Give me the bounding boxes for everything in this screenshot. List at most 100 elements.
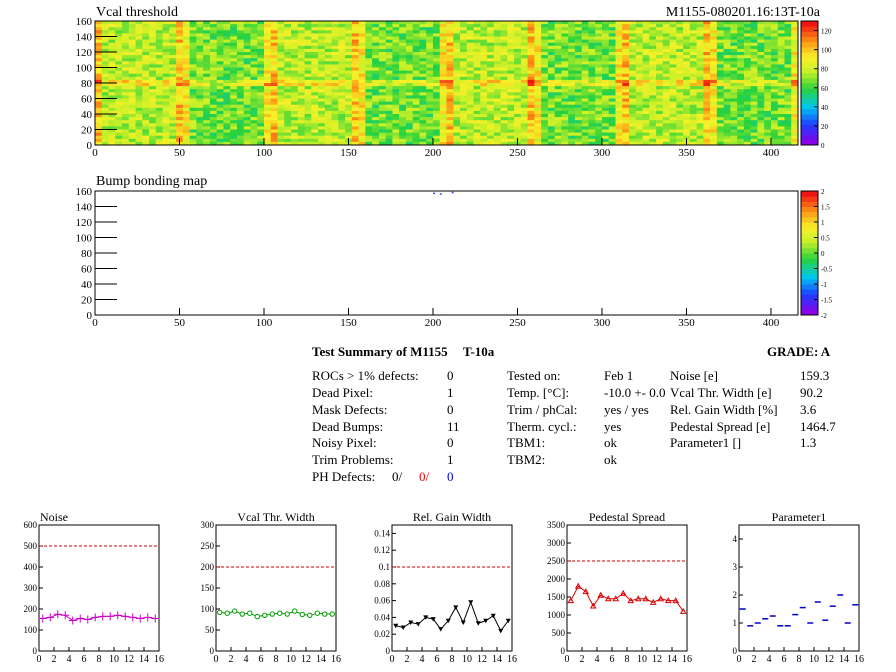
pixel-cell	[155, 132, 163, 137]
pixel-cell	[284, 129, 292, 133]
pixel-cell	[263, 21, 272, 25]
pixel-cell	[95, 33, 103, 37]
pixel-cell	[595, 86, 603, 90]
pixel-cell	[385, 95, 393, 99]
pixel-cell	[615, 110, 623, 115]
pixel-cell	[284, 24, 292, 28]
pixel-cell	[784, 64, 792, 68]
pixel-cell	[304, 79, 312, 84]
pixel-cell	[737, 33, 745, 37]
pixel-cell	[514, 86, 522, 90]
pixel-cell	[595, 27, 603, 31]
pixel-cell	[791, 39, 799, 44]
pixel-cell	[703, 52, 711, 56]
pixel-cell	[480, 114, 488, 118]
pixel-cell	[635, 30, 643, 34]
pixel-cell	[284, 61, 292, 65]
pixel-cell	[250, 27, 258, 31]
pixel-cell	[277, 79, 285, 84]
pixel-cell	[615, 76, 623, 81]
pixel-cell	[696, 104, 704, 109]
pixel-cell	[669, 138, 677, 143]
pixel-cell	[142, 58, 150, 62]
pixel-cell	[642, 86, 650, 90]
pixel-cell	[426, 30, 434, 34]
pixel-cell	[601, 135, 610, 140]
pixel-cell	[662, 58, 670, 62]
pixel-cell	[642, 79, 650, 84]
pixel-cell	[128, 141, 136, 146]
pixel-cell	[473, 101, 481, 106]
pixel-cell	[642, 135, 650, 140]
palette-cell	[801, 57, 818, 63]
y-tick-label: 80	[81, 78, 93, 90]
pixel-cell	[608, 33, 616, 37]
pixel-cell	[750, 129, 758, 133]
pixel-cell	[169, 52, 177, 56]
pixel-cell	[270, 107, 278, 112]
pixel-cell	[216, 61, 224, 65]
pixel-cell	[757, 110, 765, 115]
pixel-cell	[493, 39, 501, 44]
pixel-cell	[135, 30, 143, 34]
pixel-cell	[547, 58, 556, 62]
pixel-cell	[743, 45, 752, 50]
pixel-cell	[791, 89, 799, 93]
pixel-cell	[128, 42, 136, 47]
pixel-cell	[304, 42, 312, 47]
pixel-cell	[263, 129, 272, 133]
pixel-cell	[311, 24, 319, 28]
pixel-cell	[723, 61, 731, 65]
pixel-cell	[696, 98, 704, 102]
pixel-cell	[527, 64, 535, 68]
pixel-cell	[169, 141, 177, 146]
pixel-cell	[446, 64, 454, 68]
pixel-cell	[196, 98, 204, 102]
pixel-cell	[683, 48, 691, 53]
pixel-cell	[460, 42, 468, 47]
pixel-cell	[527, 114, 535, 118]
pixel-cell	[338, 55, 346, 59]
pixel-cell	[257, 117, 265, 121]
pixel-cell	[318, 27, 326, 31]
pixel-cell	[547, 110, 556, 115]
pixel-cell	[236, 67, 245, 71]
pixel-cell	[176, 107, 184, 112]
pixel-cell	[297, 110, 305, 115]
pixel-cell	[291, 45, 299, 50]
pixel-cell	[466, 39, 474, 44]
pixel-cell	[311, 98, 319, 102]
pixel-cell	[683, 101, 691, 106]
pixel-cell	[297, 61, 305, 65]
pixel-cell	[243, 70, 251, 75]
pixel-cell	[230, 79, 238, 84]
pixel-cell	[142, 61, 150, 65]
pixel-cell	[689, 73, 698, 78]
pixel-cell	[473, 120, 481, 124]
pixel-cell	[182, 123, 191, 127]
pixel-cell	[770, 86, 779, 90]
pixel-cell	[196, 73, 204, 78]
pixel-cell	[629, 89, 637, 93]
pixel-cell	[683, 36, 691, 40]
pixel-cell	[581, 141, 589, 146]
pixel-cell	[547, 135, 556, 140]
pixel-cell	[405, 138, 414, 143]
pixel-cell	[236, 129, 245, 133]
pixel-cell	[561, 64, 569, 68]
pixel-cell	[142, 79, 150, 84]
pixel-cell	[243, 55, 251, 59]
pixel-cell	[595, 64, 603, 68]
pixel-cell	[311, 67, 319, 71]
pixel-cell	[324, 52, 332, 56]
pixel-cell	[561, 30, 569, 34]
pixel-cell	[791, 58, 799, 62]
summary-heading: Test Summary of M1155	[312, 344, 448, 359]
pixel-cell	[656, 117, 664, 121]
pixel-cell	[149, 126, 157, 130]
pixel-cell	[520, 76, 529, 81]
pixel-cell	[743, 89, 752, 93]
pixel-cell	[689, 92, 698, 96]
pixel-cell	[216, 52, 224, 56]
pixel-cell	[635, 45, 643, 50]
